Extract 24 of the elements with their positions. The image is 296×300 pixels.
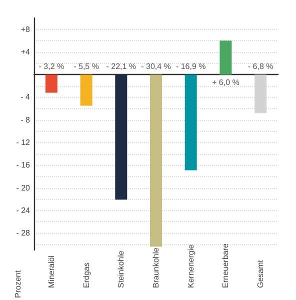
- data-label: - 6,8 %: [248, 62, 274, 72]
- y-tick-label: +8: [20, 24, 31, 34]
- y-axis-title: Prozent: [14, 270, 22, 298]
- y-tick-label: - 8: [20, 115, 31, 124]
- data-label: - 22,1 %: [106, 62, 136, 72]
- x-tick-label: Mineralöl: [46, 255, 56, 288]
- y-tick-label: - 4: [20, 92, 31, 102]
- x-tick-label: Gesamt: [256, 259, 266, 288]
- data-label: - 16,9 %: [176, 62, 206, 72]
- y-tick-label: +4: [20, 47, 31, 56]
- x-tick-label: Steinkohle: [116, 250, 126, 288]
- y-tick-label: - 16: [16, 160, 31, 170]
- y-tick-label: - 28: [16, 228, 31, 238]
- data-label: - 3,2 %: [38, 62, 64, 72]
- x-tick-label: Kernenergie: [186, 244, 196, 288]
- x-tick-label: Erdgas: [82, 262, 91, 288]
- data-label: - 30,4 %: [141, 62, 171, 72]
- data-label: - 5,5 %: [74, 62, 99, 72]
- y-tick-label: - 12: [16, 138, 31, 147]
- x-tick-label: Erneuerbare: [221, 242, 230, 288]
- x-tick-label: Braunkohle: [152, 246, 160, 288]
- data-label: + 6,0 %: [212, 78, 240, 88]
- y-tick-label: - 24: [16, 206, 31, 215]
- y-tick-label: - 20: [16, 183, 31, 192]
